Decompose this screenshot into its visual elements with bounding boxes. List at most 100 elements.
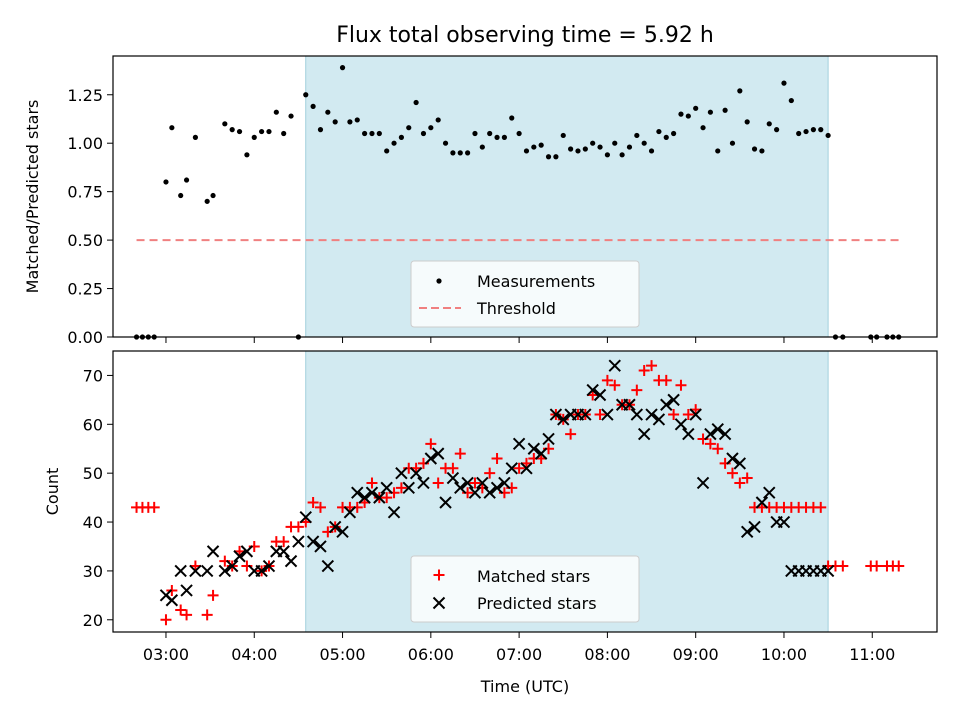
- x-tick-label: 10:00: [761, 645, 807, 664]
- matched-star-point: [837, 560, 849, 572]
- matched-star-point: [491, 453, 503, 465]
- matched-star-point: [513, 462, 525, 474]
- predicted-star-point: [387, 506, 401, 519]
- top-y-tick-label: 0.25: [67, 280, 103, 299]
- predicted-star-point: [292, 535, 305, 548]
- measurement-point: [317, 127, 324, 133]
- measurement-point: [818, 127, 824, 133]
- measurement-point: [457, 150, 463, 156]
- x-tick-label: 03:00: [143, 645, 189, 664]
- predicted-star-point: [696, 476, 710, 490]
- predicted-star-point: [630, 408, 644, 421]
- predicted-star-point: [233, 550, 246, 563]
- measurement-point: [509, 115, 515, 121]
- measurement-point: [648, 148, 655, 154]
- measurement-point: [545, 154, 552, 160]
- x-tick-label: 04:00: [231, 645, 277, 664]
- predicted-star-point: [476, 476, 489, 490]
- measurement-point: [781, 80, 787, 86]
- matched-star-point: [469, 477, 481, 489]
- predicted-star-point: [439, 496, 452, 509]
- predicted-star-point: [542, 432, 555, 446]
- matched-star-point: [425, 438, 437, 450]
- predicted-star-point: [726, 452, 739, 465]
- legend-label-measurements: Measurements: [477, 272, 595, 291]
- x-tick-label: 08:00: [584, 645, 630, 664]
- predicted-star-point: [461, 476, 474, 490]
- predicted-star-point: [454, 481, 467, 495]
- predicted-star-point: [380, 481, 393, 495]
- measurement-point: [450, 150, 456, 156]
- predicted-star-point: [417, 476, 430, 490]
- measurement-point: [656, 128, 662, 135]
- predicted-star-point: [468, 486, 482, 499]
- measurement-point: [251, 134, 257, 140]
- measurement-point: [759, 148, 765, 154]
- measurement-point: [538, 142, 544, 148]
- measurement-point: [428, 125, 434, 131]
- matched-star-point: [381, 492, 393, 504]
- matched-star-point: [726, 467, 738, 479]
- bottom-legend: Matched stars Predicted stars: [410, 555, 640, 623]
- measurement-point: [671, 130, 677, 137]
- bottom-y-tick-label: 20: [83, 611, 103, 630]
- predicted-star-point: [740, 525, 754, 539]
- matched-star-point: [660, 374, 672, 386]
- predicted-star-point: [431, 447, 445, 460]
- predicted-star-point: [365, 486, 379, 499]
- matched-star-point: [292, 521, 304, 533]
- predicted-star-point: [200, 564, 214, 578]
- predicted-star-point: [206, 545, 220, 558]
- matched-star-point: [675, 379, 687, 391]
- bottom-y-tick-label: 60: [83, 415, 103, 434]
- measurement-point: [236, 128, 243, 135]
- predicted-star-point: [262, 559, 276, 573]
- top-y-tick-label: 0.00: [67, 328, 103, 347]
- top-y-tick-label: 1.00: [67, 134, 103, 153]
- matched-star-point: [668, 409, 680, 421]
- predicted-star-point: [667, 393, 680, 407]
- predicted-star-point: [180, 584, 193, 597]
- x-axis-label: Time (UTC): [480, 677, 569, 696]
- bottom-panel: 20 30 40 50 60 70 03:00 04:00 05:00 06:00 07:00 08…: [43, 350, 938, 696]
- bottom-y-tick-label: 70: [83, 366, 103, 385]
- measurement-point: [796, 130, 802, 137]
- measurement-point: [347, 119, 353, 125]
- measurement-point: [229, 127, 235, 133]
- predicted-star-point: [314, 540, 327, 553]
- matched-star-point: [638, 365, 650, 377]
- x-tick-label: 06:00: [408, 645, 454, 664]
- predicted-star-point: [299, 510, 312, 524]
- predicted-star-point: [490, 481, 504, 495]
- measurement-point: [362, 130, 368, 137]
- predicted-star-point: [402, 481, 415, 495]
- legend-marker-matched-stars: [433, 569, 445, 581]
- measurement-point: [582, 146, 588, 152]
- matched-star-point: [741, 472, 753, 484]
- predicted-star-point: [660, 398, 673, 411]
- measurement-point: [715, 148, 721, 154]
- predicted-star-point: [165, 594, 179, 607]
- measurement-point: [803, 128, 809, 135]
- measurement-point: [169, 125, 175, 131]
- measurement-point: [303, 92, 309, 98]
- measurement-point: [442, 140, 449, 146]
- bottom-y-tick-label: 40: [83, 513, 103, 532]
- x-tick-label: 11:00: [849, 645, 895, 664]
- matched-star-point: [682, 409, 694, 421]
- matched-star-point: [175, 604, 187, 616]
- measurement-point: [788, 97, 794, 104]
- bottom-y-axis-label: Count: [43, 468, 62, 516]
- measurement-point: [310, 103, 316, 109]
- measurement-point: [774, 127, 780, 133]
- bottom-y-tick-label: 50: [83, 464, 103, 483]
- matched-star-point: [432, 477, 444, 489]
- matched-star-point: [712, 443, 724, 455]
- measurement-point: [391, 140, 397, 146]
- legend-label-predicted-stars: Predicted stars: [477, 594, 597, 613]
- predicted-star-point: [277, 545, 290, 558]
- x-tick-label: 09:00: [673, 645, 719, 664]
- measurement-point: [339, 65, 346, 71]
- measurement-point: [494, 134, 500, 140]
- measurement-point: [766, 121, 772, 127]
